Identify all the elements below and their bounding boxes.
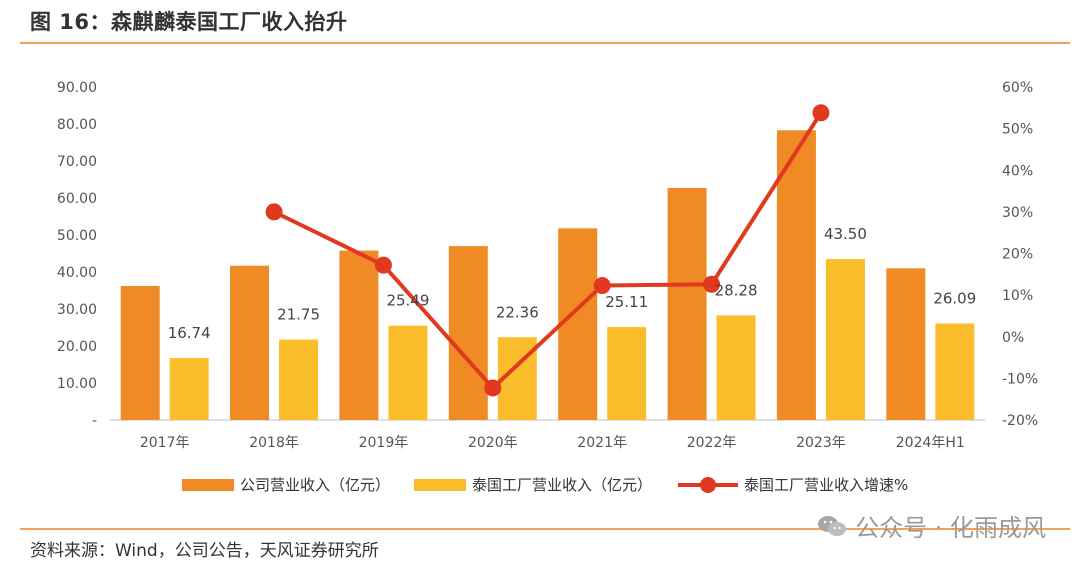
right-tick-label: 60% [1002, 80, 1033, 96]
left-tick-label: 70.00 [57, 154, 97, 170]
top-divider [20, 42, 1070, 44]
data-labels-group: 16.74 21.75 25.49 22.36 25.11 28.28 43.50 26.09 [168, 225, 977, 342]
x-tick-label: 2022年 [687, 435, 737, 451]
growth-point [265, 203, 283, 221]
left-tick-label: 30.00 [57, 302, 97, 318]
left-tick-label: 10.00 [57, 376, 97, 392]
growth-point [484, 379, 502, 397]
company-revenue-bar [448, 246, 488, 420]
left-axis-ticks: - 10.00 20.00 30.00 40.00 50.00 60.00 70.00 80.0… [57, 80, 97, 429]
thai-revenue-label: 43.50 [824, 225, 867, 243]
right-tick-label: 50% [1002, 122, 1033, 138]
company-revenue-bar [667, 188, 707, 420]
x-axis-ticks: 2017年 2018年 2019年 2020年 2021年 2022年 2023年 2024年… [140, 435, 965, 451]
growth-point [703, 275, 721, 293]
legend-swatch-company [182, 479, 234, 491]
legend-swatch-thai [414, 479, 466, 491]
bars-group [120, 130, 975, 421]
thai-revenue-label: 22.36 [496, 303, 539, 321]
growth-point [812, 104, 830, 122]
legend: 公司营业收入（亿元） 泰国工厂营业收入（亿元） 泰国工厂营业收入增速% [182, 476, 908, 494]
company-revenue-bar [558, 228, 598, 420]
thai-revenue-bar [279, 339, 319, 420]
x-tick-label: 2020年 [468, 435, 518, 451]
right-tick-label: -20% [1002, 413, 1038, 429]
watermark-text: 公众号 · 化雨成风 [855, 514, 1046, 542]
left-tick-label: 80.00 [57, 117, 97, 133]
company-revenue-bar [230, 265, 270, 420]
thai-revenue-bar [169, 358, 209, 420]
legend-label-company: 公司营业收入（亿元） [240, 476, 390, 494]
thai-revenue-label: 16.74 [168, 324, 211, 342]
x-tick-label: 2017年 [140, 435, 190, 451]
growth-line-group [265, 104, 830, 397]
thai-revenue-bar [388, 325, 428, 420]
growth-line [273, 111, 823, 390]
watermark: 公众号 · 化雨成风 [817, 508, 1046, 543]
left-tick-label: - [92, 413, 97, 429]
right-tick-label: 40% [1002, 163, 1033, 179]
legend-label-thai: 泰国工厂营业收入（亿元） [472, 476, 652, 494]
company-revenue-bar [339, 250, 379, 420]
growth-point [374, 256, 392, 274]
wechat-icon [818, 515, 847, 536]
thai-revenue-label: 28.28 [715, 281, 758, 299]
thai-revenue-label: 21.75 [277, 306, 320, 324]
left-tick-label: 40.00 [57, 265, 97, 281]
left-tick-label: 90.00 [57, 80, 97, 96]
thai-revenue-bar [825, 259, 865, 420]
bottom-divider [20, 528, 1070, 530]
thai-revenue-label: 25.11 [605, 293, 648, 311]
right-tick-label: 10% [1002, 288, 1033, 304]
legend-label-growth: 泰国工厂营业收入增速% [744, 476, 908, 494]
x-tick-label: 2019年 [359, 435, 409, 451]
x-tick-label: 2021年 [577, 435, 627, 451]
right-tick-label: 20% [1002, 247, 1033, 263]
thai-revenue-bar [716, 315, 756, 420]
left-tick-label: 50.00 [57, 228, 97, 244]
legend-swatch-growth-marker [700, 477, 716, 493]
revenue-chart: - 10.00 20.00 30.00 40.00 50.00 60.00 70.00 80.0… [57, 80, 1038, 494]
right-tick-label: 30% [1002, 205, 1033, 221]
company-revenue-bar [886, 268, 926, 420]
right-tick-label: 0% [1002, 330, 1024, 346]
figure-title: 图 16：森麒麟泰国工厂收入抬升 [30, 10, 348, 34]
left-tick-label: 20.00 [57, 339, 97, 355]
right-tick-label: -10% [1002, 371, 1038, 387]
x-tick-label: 2018年 [249, 435, 299, 451]
growth-point [593, 277, 611, 295]
thai-revenue-label: 26.09 [933, 289, 976, 307]
thai-revenue-bar [607, 327, 647, 420]
thai-revenue-label: 25.49 [386, 292, 429, 310]
x-tick-label: 2023年 [796, 435, 846, 451]
company-revenue-bar [120, 286, 160, 420]
right-axis-ticks: -20% -10% 0% 10% 20% 30% 40% 50% 60% [1002, 80, 1038, 429]
left-tick-label: 60.00 [57, 191, 97, 207]
source-note: 资料来源：Wind，公司公告，天风证券研究所 [30, 541, 379, 561]
thai-revenue-bar [935, 323, 975, 420]
x-tick-label: 2024年H1 [896, 435, 965, 451]
company-revenue-bar [776, 130, 816, 421]
